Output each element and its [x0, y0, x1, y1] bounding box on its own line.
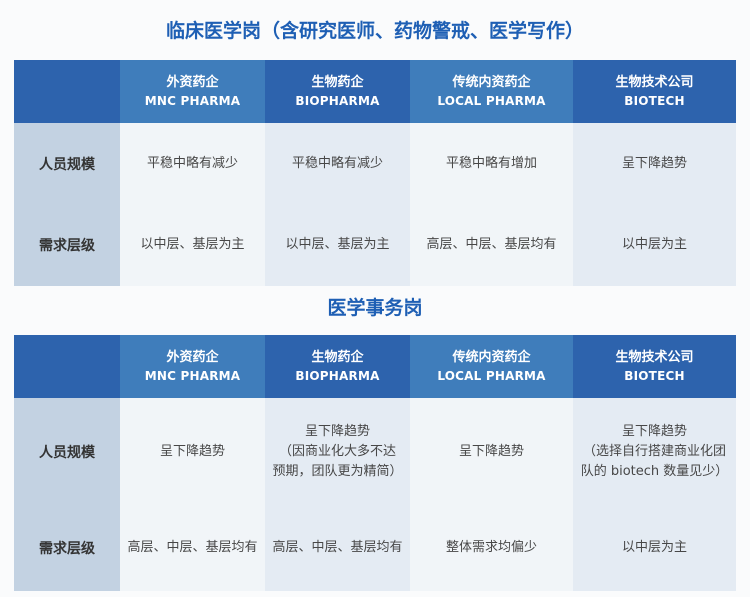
header-cell-biotech: 生物技术公司 BIOTECH	[573, 60, 736, 123]
column-name-cn: 外资药企	[166, 350, 219, 365]
header-cell-local-pharma: 传统内资药企 LOCAL PHARMA	[410, 60, 573, 123]
row-label-demand-level: 需求层级	[14, 204, 120, 286]
row-label-personnel-scale: 人员规模	[14, 398, 120, 505]
table-cell: 以中层为主	[573, 204, 736, 286]
column-name-en: BIOPHARMA	[295, 94, 380, 108]
table-cell: 呈下降趋势	[573, 123, 736, 204]
table-cell: 呈下降趋势 （因商业化大多不达 预期，团队更为精简）	[265, 398, 410, 505]
table-cell: 高层、中层、基层均有	[265, 505, 410, 591]
clinical-medical-title: 临床医学岗（含研究医师、药物警戒、医学写作）	[165, 20, 584, 42]
header-corner-cell	[14, 60, 120, 123]
column-name-cn: 生物药企	[311, 350, 364, 365]
table-cell: 以中层为主	[573, 505, 736, 591]
column-name-en: MNC PHARMA	[144, 94, 241, 108]
header-cell-biopharma: 生物药企 BIOPHARMA	[265, 60, 410, 123]
column-name-cn: 生物技术公司	[615, 350, 694, 365]
column-name-en: MNC PHARMA	[144, 369, 241, 383]
table-cell: 以中层、基层为主	[120, 204, 265, 286]
column-name-cn: 生物技术公司	[615, 75, 694, 90]
header-cell-biopharma: 生物药企 BIOPHARMA	[265, 335, 410, 398]
header-cell-local-pharma: 传统内资药企 LOCAL PHARMA	[410, 335, 573, 398]
column-name-en: LOCAL PHARMA	[437, 94, 546, 108]
table-cell: 以中层、基层为主	[265, 204, 410, 286]
table-cell: 平稳中略有增加	[410, 123, 573, 204]
column-name-en: BIOPHARMA	[295, 369, 380, 383]
column-name-cn: 传统内资药企	[452, 75, 531, 90]
row-label-demand-level: 需求层级	[14, 505, 120, 591]
column-name-cn: 生物药企	[311, 75, 364, 90]
column-name-en: LOCAL PHARMA	[437, 369, 546, 383]
table-cell: 高层、中层、基层均有	[120, 505, 265, 591]
header-cell-biotech: 生物技术公司 BIOTECH	[573, 335, 736, 398]
table-cell: 平稳中略有减少	[120, 123, 265, 204]
column-name-cn: 外资药企	[166, 75, 219, 90]
table-cell: 呈下降趋势 （选择自行搭建商业化团 队的 biotech 数量见少）	[573, 398, 736, 505]
column-name-cn: 传统内资药企	[452, 350, 531, 365]
table-cell: 高层、中层、基层均有	[410, 204, 573, 286]
clinical-medical-table: 外资药企 MNC PHARMA 生物药企 BIOPHARMA 传统内资药企 LO…	[14, 60, 736, 286]
header-cell-mnc-pharma: 外资药企 MNC PHARMA	[120, 335, 265, 398]
medical-affairs-table: 外资药企 MNC PHARMA 生物药企 BIOPHARMA 传统内资药企 LO…	[14, 335, 736, 591]
medical-affairs-title: 医学事务岗	[327, 297, 423, 319]
table-cell: 呈下降趋势	[120, 398, 265, 505]
column-name-en: BIOTECH	[624, 94, 685, 108]
table-cell: 平稳中略有减少	[265, 123, 410, 204]
table-cell: 整体需求均偏少	[410, 505, 573, 591]
header-cell-mnc-pharma: 外资药企 MNC PHARMA	[120, 60, 265, 123]
header-corner-cell	[14, 335, 120, 398]
table-cell: 呈下降趋势	[410, 398, 573, 505]
row-label-personnel-scale: 人员规模	[14, 123, 120, 204]
column-name-en: BIOTECH	[624, 369, 685, 383]
